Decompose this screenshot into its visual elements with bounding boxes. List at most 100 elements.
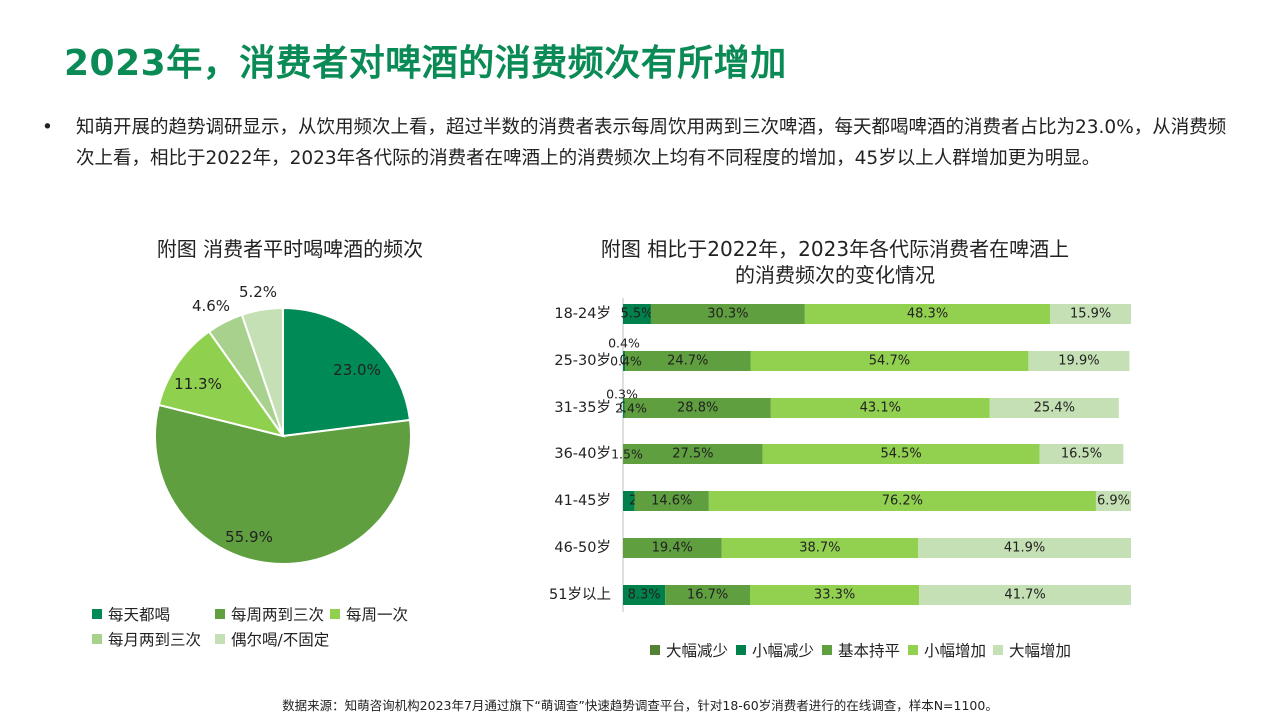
bar-legend-item: 小幅减少	[736, 639, 814, 661]
pie-slice	[282, 306, 412, 438]
bar-value-label: 41.7%	[1004, 588, 1045, 603]
bar-value-label-small: 0.3%	[606, 387, 638, 402]
bar-segment	[623, 491, 635, 511]
legend-swatch	[993, 645, 1003, 655]
category-tick-label: 18-24岁	[554, 305, 611, 322]
legend-swatch	[215, 634, 225, 644]
bar-value-label: 54.5%	[880, 447, 921, 462]
bar-segment	[623, 585, 666, 605]
bar-segment	[623, 398, 625, 418]
pie-value-label: 4.6%	[192, 297, 230, 315]
bar-legend-item: 大幅增加	[993, 639, 1071, 661]
bar-segment	[625, 351, 751, 371]
bar-value-label: 27.5%	[672, 447, 713, 462]
pie-slice	[240, 306, 284, 437]
bar-value-label-small: 0.4%	[608, 336, 640, 351]
legend-label: 基本持平	[838, 642, 901, 660]
pie-value-label: 5.2%	[239, 283, 277, 301]
bullet-icon: •	[42, 117, 53, 138]
pie-slice	[154, 403, 412, 565]
legend-label: 每周两到三次	[231, 606, 325, 624]
bar-value-label: 24.7%	[667, 354, 708, 369]
bar-segment	[918, 538, 1131, 558]
pie-chart-title: 附图 消费者平时喝啤酒的频次	[156, 237, 424, 261]
bar-chart-title: 附图 相比于2022年，2023年各代际消费者在啤酒上 的消费频次的变化情况	[560, 236, 1110, 288]
legend-label: 小幅减少	[752, 642, 815, 660]
pie-legend-item: 每天都喝	[92, 603, 170, 625]
bar-value-label: 5.5%	[620, 307, 653, 322]
bar-value-label: 54.7%	[869, 354, 910, 369]
legend-label: 每周一次	[346, 606, 409, 624]
bar-value-label: 76.2%	[882, 494, 923, 509]
pie-legend-item: 偶尔喝/不固定	[215, 628, 329, 650]
category-tick-label: 31-35岁	[554, 399, 611, 416]
legend-swatch	[822, 645, 832, 655]
bar-segment	[1039, 444, 1124, 464]
bar-segment	[919, 585, 1131, 605]
bar-value-label: 43.1%	[860, 401, 901, 416]
bar-segment	[634, 491, 709, 511]
bar-legend-item: 大幅减少	[650, 639, 728, 661]
legend-label: 每月两到三次	[108, 631, 202, 649]
bar-segment	[750, 351, 1029, 371]
bar-value-label: 33.3%	[814, 588, 855, 603]
legend-swatch	[92, 609, 102, 619]
bar-segment	[721, 538, 919, 558]
bar-segment	[624, 398, 771, 418]
bar-value-label-small: 2.4%	[615, 401, 647, 416]
bar-segment	[1050, 304, 1131, 324]
legend-swatch	[92, 634, 102, 644]
bar-legend-item: 小幅增加	[908, 639, 986, 661]
bar-value-label: 41.9%	[1004, 541, 1045, 556]
bar-segment	[665, 585, 750, 605]
bar-segment	[804, 304, 1051, 324]
bar-chart-title-line: 附图 相比于2022年，2023年各代际消费者在啤酒上	[600, 237, 1070, 261]
legend-label: 大幅减少	[666, 642, 729, 660]
pie-value-label: 55.9%	[225, 528, 273, 546]
pie-legend-item: 每月两到三次	[92, 628, 201, 650]
bar-value-label: 19.4%	[652, 541, 693, 556]
source-note: 数据来源：知萌咨询机构2023年7月通过旗下“萌调查”快速趋势调查平台，针对18…	[282, 698, 998, 713]
legend-label: 偶尔喝/不固定	[231, 631, 330, 649]
bar-value-label: 16.7%	[687, 588, 728, 603]
legend-swatch	[215, 609, 225, 619]
legend-swatch	[908, 645, 918, 655]
pie-value-label: 11.3%	[174, 375, 222, 393]
bar-value-label: 14.6%	[651, 494, 692, 509]
page-title: 2023年，消费者对啤酒的消费频次有所增加	[64, 43, 787, 84]
pie-value-label: 23.0%	[333, 361, 381, 379]
bar-value-label-small: 1.5%	[611, 447, 643, 462]
bar-segment	[623, 304, 651, 324]
bar-segment	[623, 538, 722, 558]
bar-segment	[1028, 351, 1130, 371]
intro-text: 知萌开展的趋势调研显示，从饮用频次上看，超过半数的消费者表示每周饮用两到三次啤酒…	[76, 117, 1227, 169]
bar-value-label: 38.7%	[799, 541, 840, 556]
bar-segment	[623, 351, 626, 371]
legend-swatch	[736, 645, 746, 655]
bar-segment	[623, 444, 763, 464]
intro-paragraph: • 知萌开展的趋势调研显示，从饮用频次上看，超过半数的消费者表示每周饮用两到三次…	[40, 112, 1240, 174]
legend-swatch	[650, 645, 660, 655]
legend-label: 小幅增加	[924, 642, 987, 660]
bar-segment	[650, 304, 805, 324]
bar-legend-item: 基本持平	[822, 639, 900, 661]
pie-slice	[157, 330, 286, 438]
bar-segment	[1095, 491, 1131, 511]
bar-value-label: 48.3%	[907, 307, 948, 322]
bar-segment	[989, 398, 1119, 418]
pie-legend-item: 每周两到三次	[215, 603, 324, 625]
bar-segment	[708, 491, 1096, 511]
legend-label: 每天都喝	[108, 606, 171, 624]
category-tick-label: 36-40岁	[554, 445, 611, 462]
bar-value-label: 6.9%	[1097, 494, 1130, 509]
category-tick-label: 25-30岁	[554, 352, 611, 369]
bar-value-label: 15.9%	[1070, 307, 1111, 322]
legend-swatch	[330, 609, 340, 619]
bar-value-label: 30.3%	[707, 307, 748, 322]
legend-label: 大幅增加	[1009, 642, 1072, 660]
pie-legend-item: 每周一次	[330, 603, 408, 625]
bar-chart-title-line: 的消费频次的变化情况	[735, 263, 935, 287]
bar-value-label: 8.3%	[628, 588, 661, 603]
